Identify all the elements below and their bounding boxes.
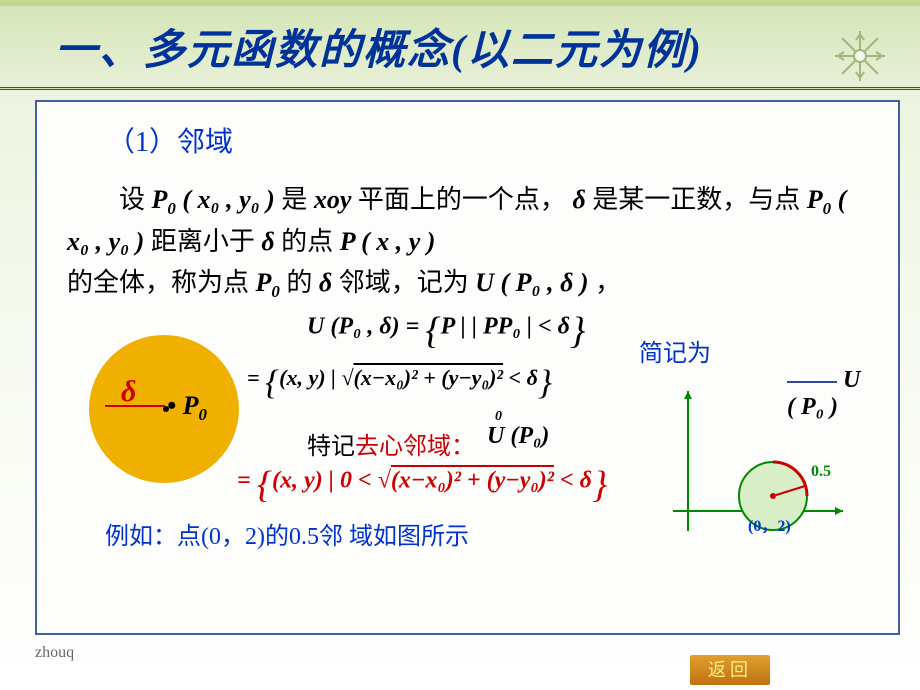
math-P0-3: P0	[256, 268, 280, 297]
text: 的	[286, 268, 312, 297]
page-title: 一、多元函数的概念(以二元为例)	[55, 16, 703, 77]
subtitle: （1）邻域	[107, 120, 868, 160]
math-delta-3: δ	[319, 268, 332, 297]
origin-label: (0，2)	[748, 518, 791, 535]
math-Pxy: P ( x , y )	[340, 227, 436, 256]
snowflake-icon	[830, 26, 890, 86]
math-xoy: xoy	[314, 185, 352, 214]
math-P0: P0 ( x₀ , y₀ )	[152, 185, 275, 214]
text: ，	[595, 268, 621, 297]
text: 平面上的一个点，	[358, 185, 566, 214]
math-UP0d: U ( P₀ , δ )	[475, 268, 588, 297]
title-bar: 一、多元函数的概念(以二元为例)	[0, 0, 920, 90]
equation-1: U (P₀ , δ) = {P | | PP₀ | < δ}	[307, 309, 585, 353]
author-label: zhouq	[35, 644, 74, 662]
math-delta: δ	[572, 185, 585, 214]
content-frame: （1）邻域 设 P0 ( x₀ , y₀ ) 是 xoy 平面上的一个点， δ …	[35, 100, 900, 635]
text: 距离小于	[151, 227, 255, 256]
definition-paragraph: 设 P0 ( x₀ , y₀ ) 是 xoy 平面上的一个点， δ 是某一正数，…	[67, 180, 868, 305]
circle-p0-label: • P0	[167, 391, 207, 425]
math-delta-2: δ	[261, 227, 274, 256]
circle-delta-label: δ	[121, 375, 136, 409]
text: 设	[119, 185, 145, 214]
diagram-area: δ • P0 U (P₀ , δ) = {P | | PP₀ | < δ} 简记…	[67, 311, 868, 581]
radius-label: 0.5	[811, 463, 831, 480]
equation-2: = {(x, y) | √(x−x₀)² + (y−y₀)² < δ}	[247, 363, 552, 403]
shortnote-label: 简记为	[639, 333, 711, 368]
punctured-U: 0 U (P₀)	[487, 423, 549, 450]
text: 是某一正数，与点	[592, 185, 800, 214]
text: 的点	[281, 227, 333, 256]
equation-4: = {(x, y) | 0 < √(x−x₀)² + (y−y₀)² < δ}	[237, 463, 607, 507]
text: 邻域，记为	[339, 268, 469, 297]
example-text: 例如：点(0，2)的0.5邻 域如图所示	[105, 516, 469, 551]
coordinate-axes: 0.5 (0，2)	[663, 381, 853, 541]
punctured-label: 特记去心邻域：	[307, 426, 475, 461]
text: 的全体，称为点	[67, 268, 249, 297]
back-button[interactable]: 返回	[690, 655, 770, 685]
text: 是	[281, 185, 307, 214]
